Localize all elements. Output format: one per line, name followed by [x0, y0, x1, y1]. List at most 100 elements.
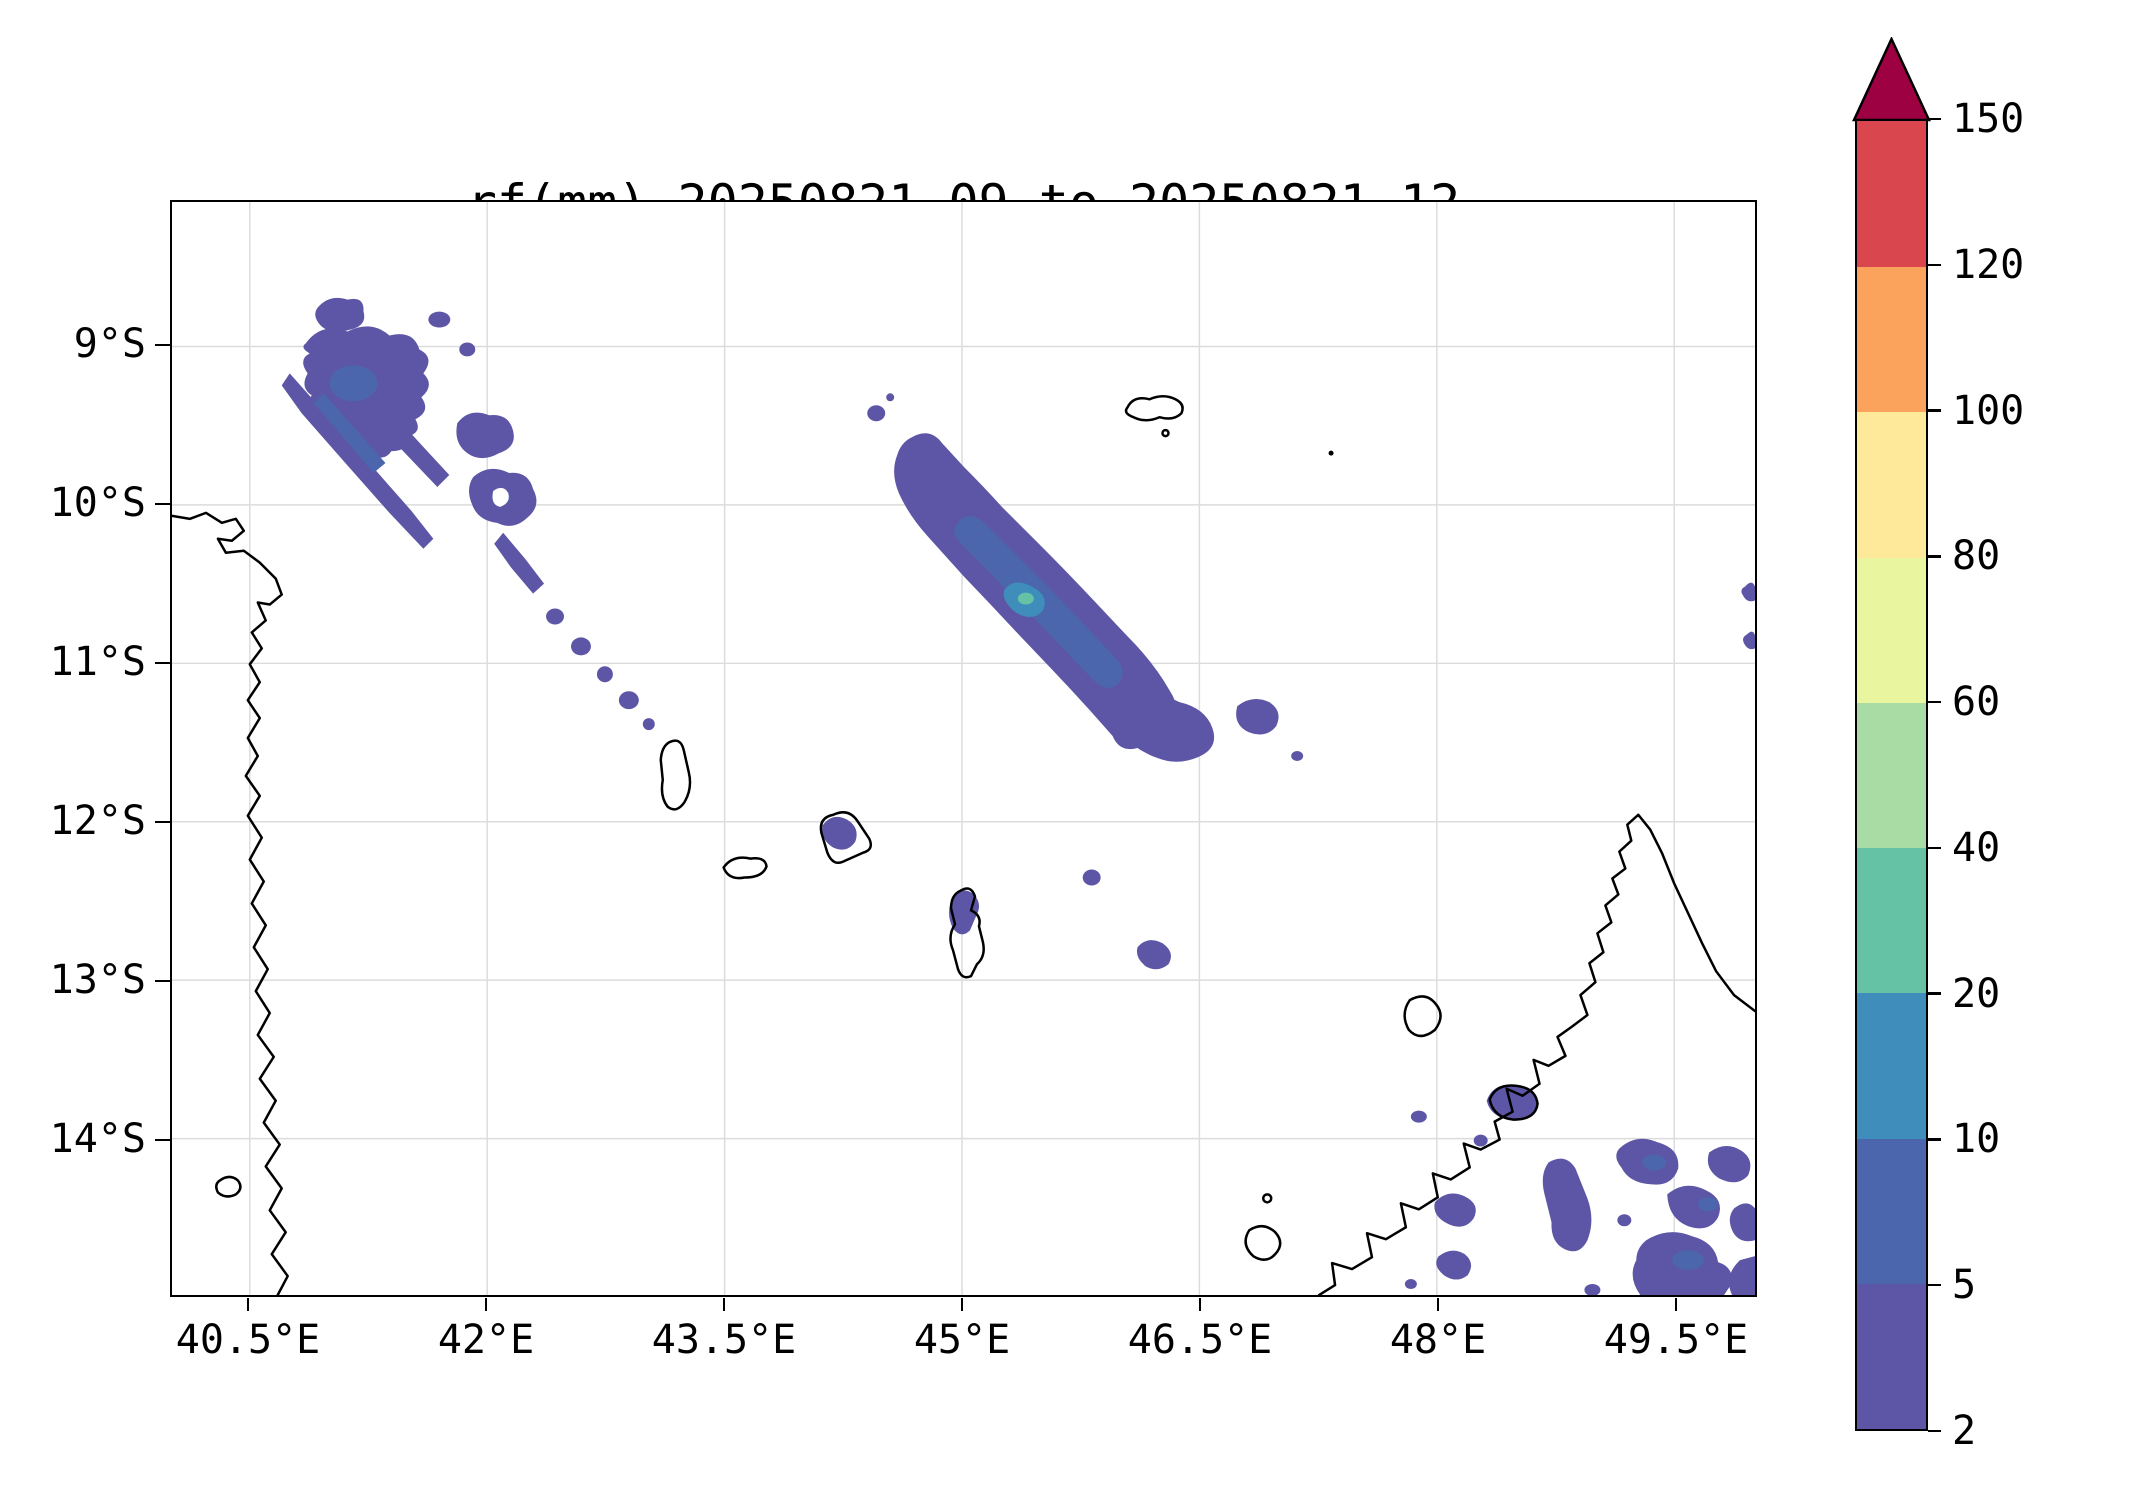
colorbar-tick-mark	[1928, 846, 1941, 850]
x-tick-mark	[246, 1298, 250, 1311]
x-tick-mark	[1198, 1298, 1202, 1311]
colorbar-segment	[1857, 1283, 1926, 1429]
y-tick-mark	[155, 820, 170, 824]
rain-cells-madagascar	[1404, 1084, 1755, 1295]
rain-streak	[281, 373, 434, 549]
rain-blob	[315, 297, 365, 332]
colorbar-segment	[1857, 1137, 1926, 1284]
rain-core	[1642, 1154, 1667, 1171]
colorbar-segments	[1857, 121, 1926, 1429]
x-tick-mark	[484, 1298, 488, 1311]
rain-dot	[570, 637, 591, 656]
colorbar-tick-label: 100	[1952, 387, 2025, 434]
rain-blob	[456, 412, 514, 459]
rain-blob	[1136, 940, 1171, 970]
rain-blob	[1542, 1158, 1592, 1252]
colorbar-tick-label: 40	[1952, 824, 2001, 871]
colorbar-tick-label: 150	[1952, 96, 2025, 142]
rain-blob	[1729, 1203, 1755, 1242]
colorbar-over-arrow	[1852, 37, 1931, 122]
colorbar-tick-label: 2	[1952, 1408, 1977, 1454]
x-tick-label: 49.5°E	[1603, 1317, 1749, 1363]
rain-speck	[1743, 631, 1755, 650]
rain-cells-comoros	[822, 816, 1171, 970]
rain-blob	[1707, 1145, 1751, 1183]
aldabra-atoll	[1124, 395, 1184, 422]
rain-core	[1672, 1250, 1705, 1271]
y-tick-label: 12°S	[49, 798, 146, 844]
rain-cluster-northwest	[281, 297, 655, 731]
y-tick-label: 9°S	[73, 321, 146, 367]
mayotte-island	[949, 887, 985, 979]
rain-blob	[1434, 1193, 1476, 1227]
colorbar-tick-mark	[1928, 117, 1941, 121]
rain-dot	[1404, 1279, 1417, 1290]
rain-blob	[1236, 698, 1279, 735]
colorbar-over-arrow-canvas	[1852, 37, 1931, 122]
anjouan-island	[819, 811, 872, 864]
rain-blob-anjouan	[822, 816, 857, 850]
colorbar-segment	[1857, 121, 1926, 268]
rain-speck	[1741, 582, 1755, 602]
rain-dot	[1473, 1134, 1488, 1147]
colorbar	[1855, 119, 1928, 1431]
y-tick-mark	[155, 661, 170, 665]
y-tick-label: 11°S	[49, 639, 146, 685]
african-coastline	[172, 511, 289, 1295]
tiny-island-dot	[1328, 450, 1334, 456]
colorbar-segment	[1857, 847, 1926, 994]
rain-dot	[1291, 750, 1304, 761]
rain-blob	[1667, 1185, 1720, 1229]
x-tick-label: 42°E	[437, 1317, 535, 1363]
moheli-island	[722, 856, 768, 880]
rain-blob	[1125, 695, 1215, 762]
y-tick-label: 10°S	[49, 480, 146, 526]
y-tick-label: 13°S	[49, 957, 146, 1003]
x-tick-mark	[960, 1298, 964, 1311]
y-tick-mark	[155, 1138, 170, 1142]
colorbar-tick-label: 5	[1952, 1262, 1977, 1309]
rain-blob-mayotte	[949, 890, 980, 935]
colorbar-tick-label: 10	[1952, 1116, 2001, 1163]
colorbar-tick-mark	[1928, 1138, 1941, 1141]
colorbar-tick-mark	[1928, 1283, 1941, 1287]
colorbar-segment	[1857, 266, 1926, 413]
coastal-islet	[215, 1175, 242, 1198]
rain-dot	[596, 666, 613, 683]
rain-dot	[546, 608, 565, 625]
y-tick-mark	[155, 343, 170, 347]
rain-core	[313, 393, 386, 474]
colorbar-tick-mark	[1928, 263, 1941, 267]
colorbar-tick-mark	[1928, 992, 1941, 995]
colorbar-tick-mark	[1928, 409, 1941, 412]
rain-dot	[1584, 1284, 1601, 1295]
colorbar-tick-label: 120	[1952, 241, 2025, 288]
rain-blob	[1728, 1256, 1755, 1295]
x-tick-label: 43.5°E	[651, 1317, 797, 1363]
x-tick-mark	[722, 1298, 726, 1311]
grande-comore-island	[659, 739, 692, 811]
rain-band-peak	[1017, 592, 1034, 605]
colorbar-segment	[1857, 702, 1926, 849]
rain-dot	[459, 342, 476, 357]
rain-dot	[428, 311, 451, 328]
madagascar-coastline	[1317, 813, 1755, 1295]
small-island-ring	[1161, 428, 1170, 438]
colorbar-segment	[1857, 557, 1926, 703]
x-tick-mark	[1674, 1298, 1678, 1311]
rain-gap	[492, 487, 509, 507]
colorbar-tick-label: 20	[1952, 970, 2001, 1017]
y-tick-mark	[155, 979, 170, 983]
nosy-be-island	[1488, 1084, 1539, 1121]
rain-band-central	[867, 393, 1304, 762]
y-tick-mark	[155, 502, 170, 506]
x-tick-label: 48°E	[1389, 1317, 1487, 1363]
rain-core	[329, 365, 378, 402]
small-island-west	[1244, 1225, 1282, 1261]
tiny-island-ring	[1261, 1193, 1273, 1204]
y-tick-label: 14°S	[49, 1116, 146, 1162]
coastlines	[172, 395, 1755, 1295]
x-tick-label: 40.5°E	[175, 1317, 321, 1363]
rain-cells-east-edge	[1741, 582, 1755, 650]
